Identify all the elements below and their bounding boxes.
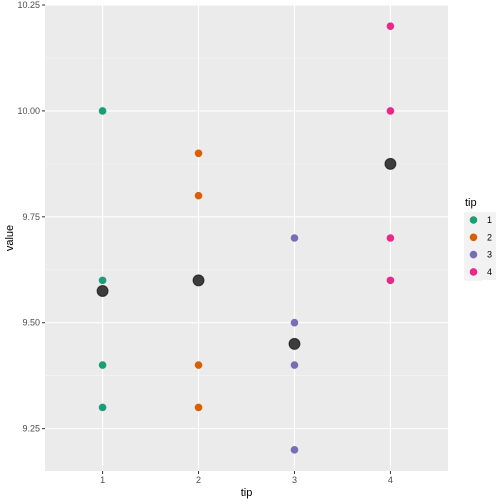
legend-key-dot bbox=[469, 216, 478, 224]
y-tick-label: 10.00 bbox=[17, 106, 40, 116]
summary-point bbox=[384, 157, 397, 170]
data-point-tip-4 bbox=[386, 22, 395, 30]
data-point-tip-2 bbox=[194, 191, 203, 200]
legend-label: 1 bbox=[487, 215, 492, 225]
legend-label: 3 bbox=[487, 250, 492, 260]
data-point-tip-4 bbox=[386, 107, 395, 115]
data-point-tip-1 bbox=[98, 361, 107, 369]
x-tick-label: 4 bbox=[388, 475, 393, 485]
data-points bbox=[98, 22, 395, 454]
legend-key-dot bbox=[469, 233, 478, 242]
minor-gridlines bbox=[45, 57, 448, 376]
y-tick-label: 9.50 bbox=[22, 318, 40, 328]
data-point-tip-2 bbox=[194, 361, 203, 369]
legend: tip 1 2 3 4 bbox=[464, 197, 496, 281]
data-point-tip-1 bbox=[98, 276, 107, 285]
x-axis-title: tip bbox=[241, 487, 253, 499]
summary-points bbox=[96, 157, 397, 350]
data-point-tip-1 bbox=[98, 107, 107, 115]
data-point-tip-3 bbox=[290, 318, 299, 327]
legend-label: 4 bbox=[487, 267, 492, 277]
data-point-tip-3 bbox=[290, 361, 299, 369]
x-axis: 1 2 3 4 bbox=[100, 471, 393, 485]
legend-title: tip bbox=[465, 197, 477, 209]
x-tick-label: 2 bbox=[196, 475, 201, 485]
data-point-tip-4 bbox=[386, 276, 395, 285]
data-point-tip-3 bbox=[290, 446, 299, 454]
summary-point bbox=[192, 274, 205, 287]
summary-point bbox=[96, 284, 109, 297]
major-gridlines bbox=[45, 4, 448, 471]
y-tick-label: 9.75 bbox=[22, 212, 40, 222]
y-axis-title: value bbox=[4, 225, 16, 251]
legend-key-dot bbox=[469, 268, 478, 276]
y-tick-label: 9.25 bbox=[22, 424, 40, 434]
legend-key-dot bbox=[469, 250, 478, 259]
y-tick-label: 10.25 bbox=[17, 0, 40, 10]
summary-point bbox=[288, 337, 301, 350]
data-point-tip-2 bbox=[194, 149, 203, 158]
data-point-tip-2 bbox=[194, 403, 203, 412]
legend-label: 2 bbox=[487, 232, 492, 242]
panel-background bbox=[45, 5, 448, 471]
data-point-tip-1 bbox=[98, 403, 107, 412]
x-tick-label: 3 bbox=[292, 475, 297, 485]
data-point-tip-4 bbox=[386, 234, 395, 242]
y-axis: 9.25 9.50 9.75 10.00 10.25 bbox=[17, 0, 45, 434]
data-point-tip-3 bbox=[290, 234, 299, 242]
x-tick-label: 1 bbox=[100, 475, 105, 485]
